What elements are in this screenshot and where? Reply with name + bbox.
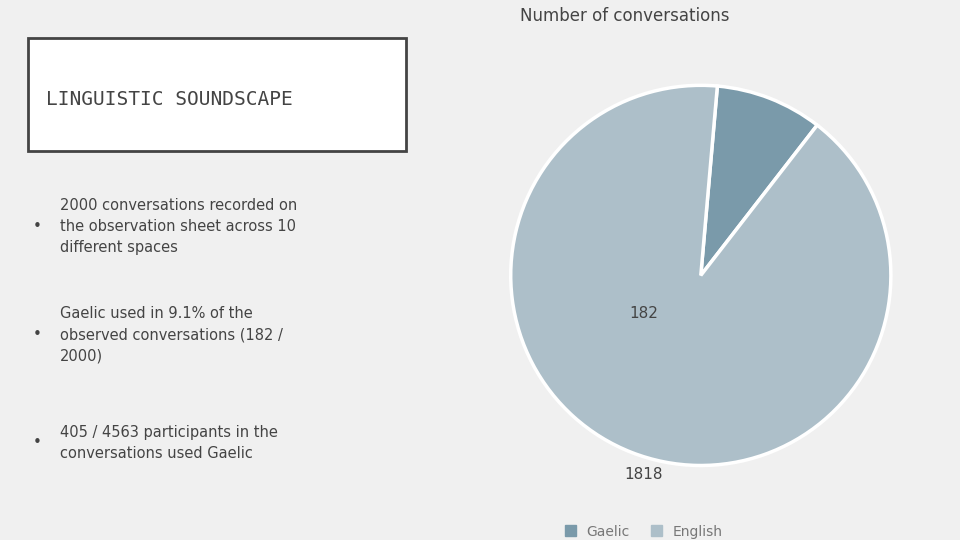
Text: •: • [33, 219, 41, 234]
Text: Number of conversations: Number of conversations [520, 7, 730, 25]
Text: LINGUISTIC SOUNDSCAPE: LINGUISTIC SOUNDSCAPE [46, 90, 293, 110]
Text: •: • [33, 435, 41, 450]
FancyBboxPatch shape [28, 38, 405, 151]
Wedge shape [701, 86, 817, 275]
Text: 182: 182 [630, 306, 659, 321]
Text: 2000 conversations recorded on
the observation sheet across 10
different spaces: 2000 conversations recorded on the obser… [60, 198, 298, 255]
Wedge shape [511, 85, 891, 465]
Text: •: • [33, 327, 41, 342]
Legend: Gaelic, English: Gaelic, English [559, 519, 729, 540]
Text: 1818: 1818 [625, 468, 663, 482]
Text: 405 / 4563 participants in the
conversations used Gaelic: 405 / 4563 participants in the conversat… [60, 425, 277, 461]
Text: Gaelic used in 9.1% of the
observed conversations (182 /
2000): Gaelic used in 9.1% of the observed conv… [60, 306, 283, 363]
